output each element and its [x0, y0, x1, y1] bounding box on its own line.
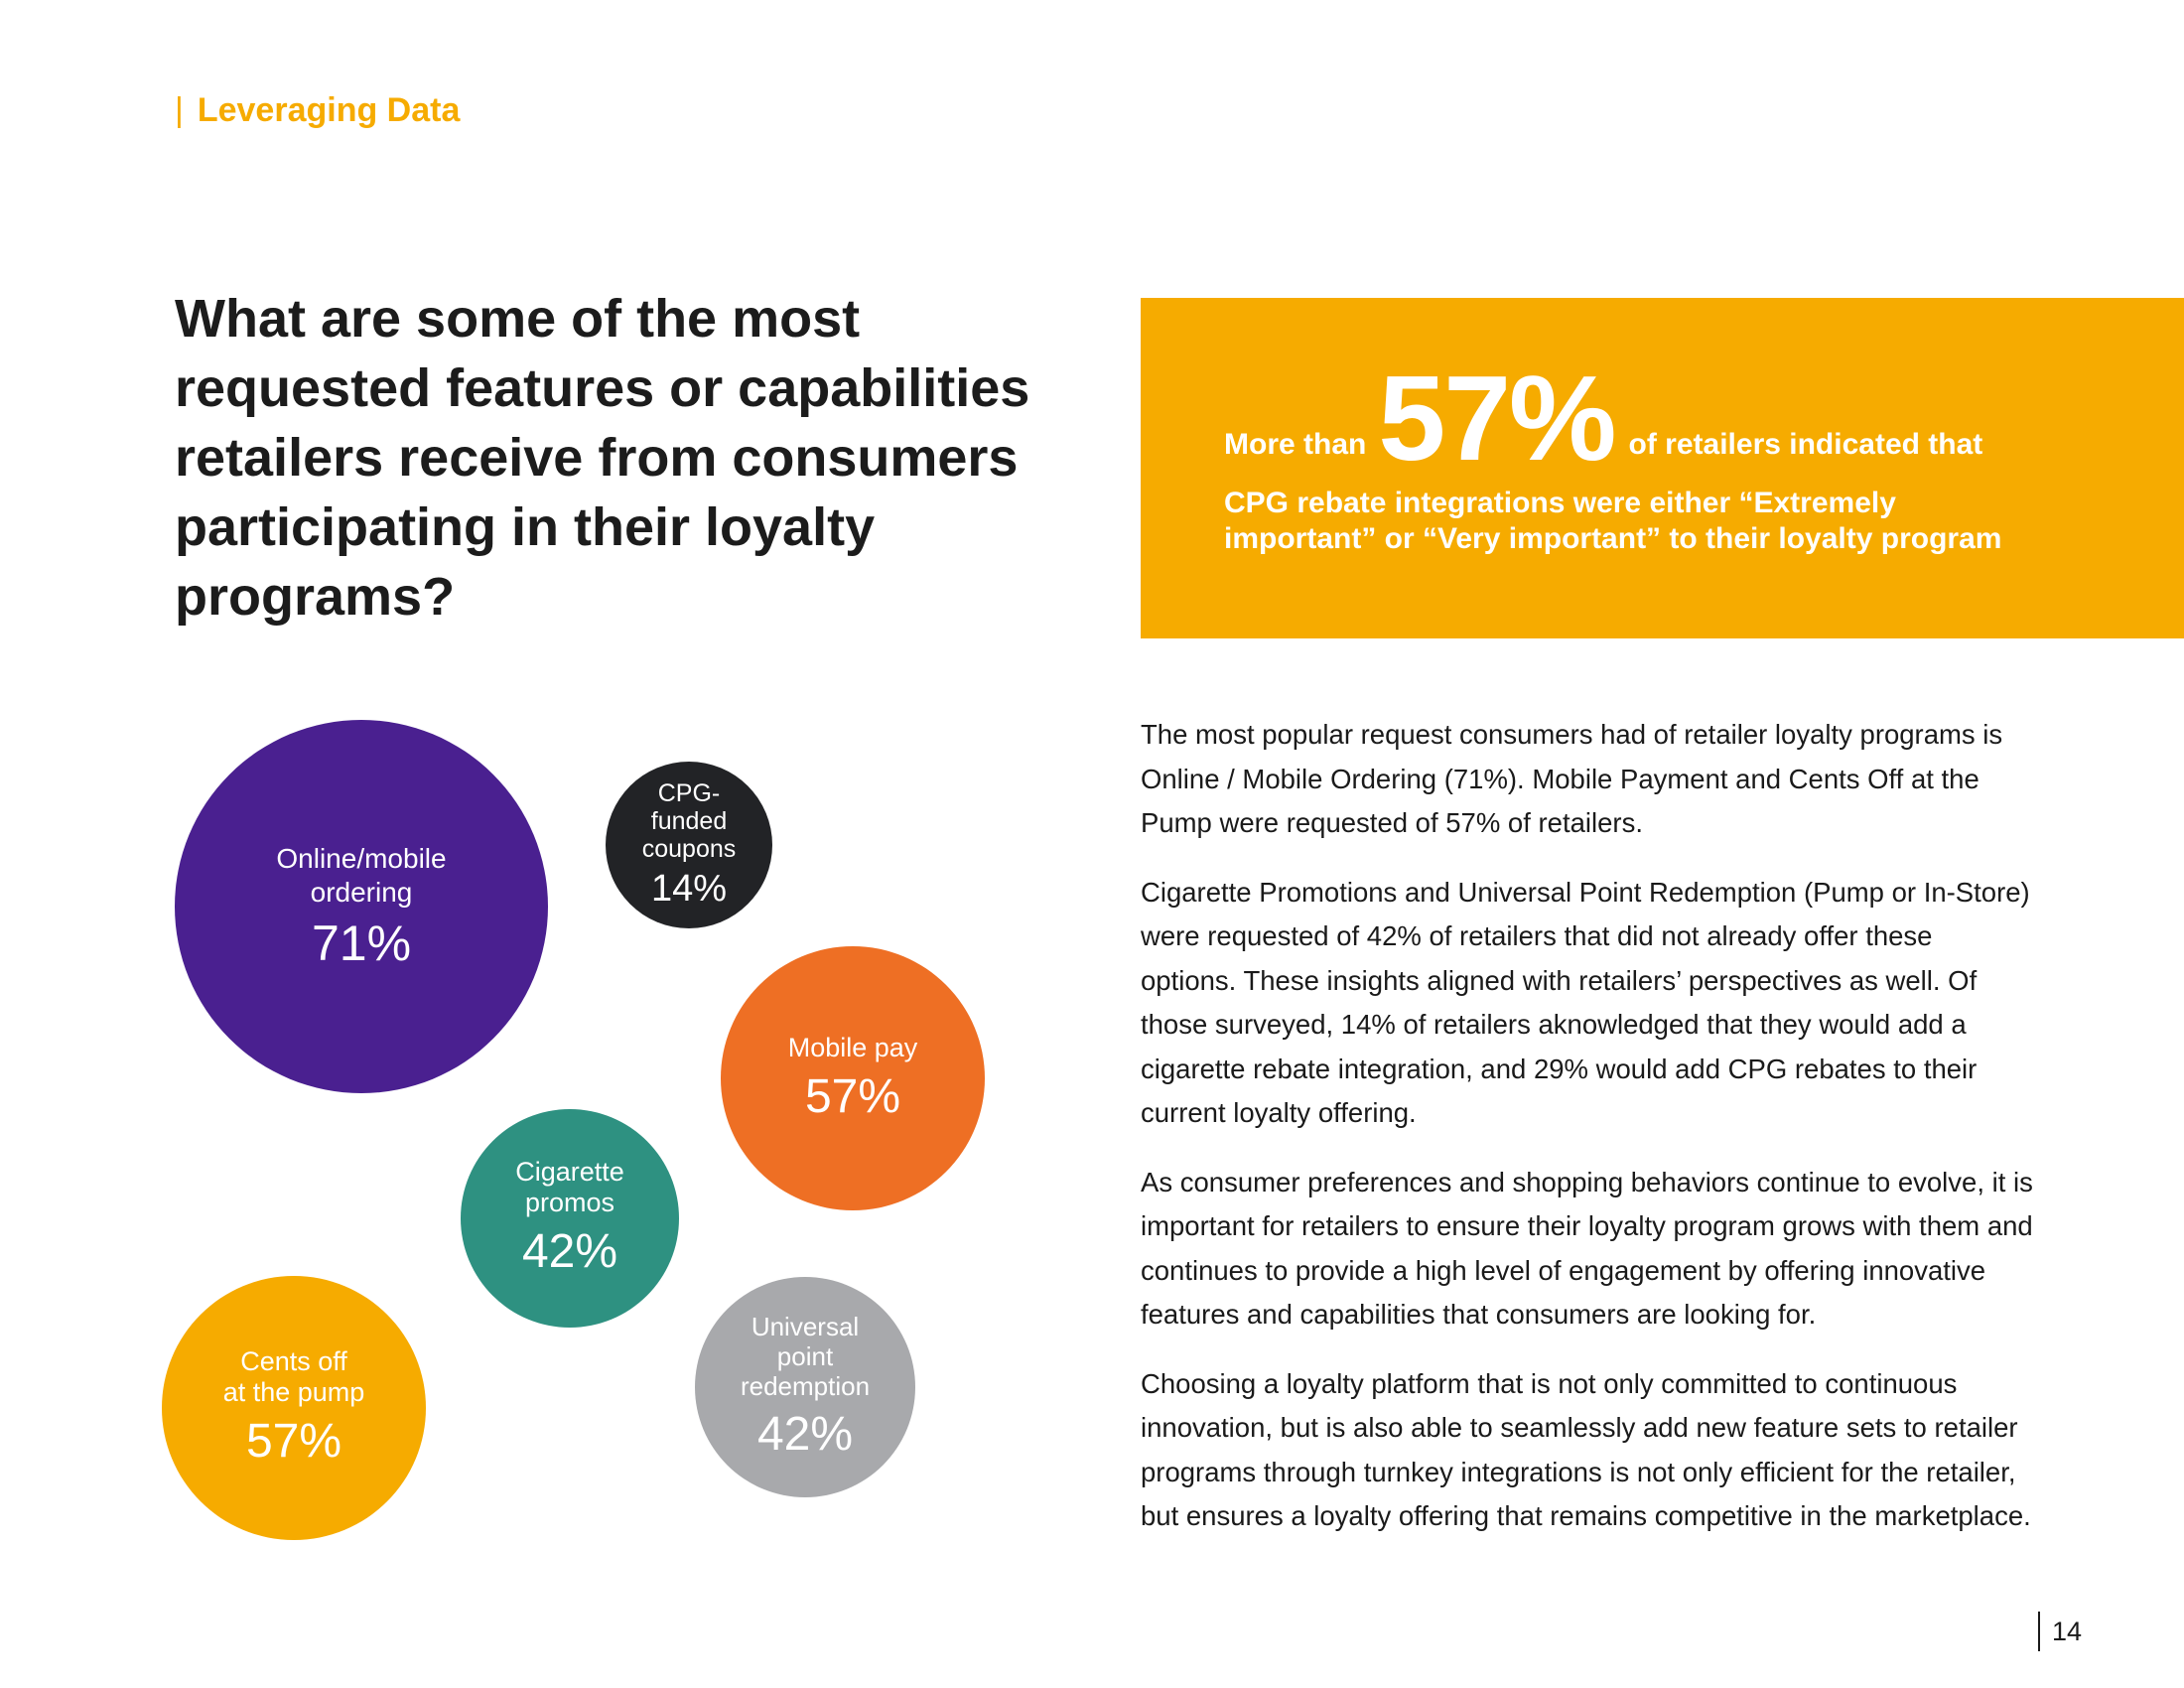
- callout-line-2: CPG rebate integrations were either “Ext…: [1224, 487, 1896, 519]
- callout-line-1: More than57% of retailers indicated that: [1224, 357, 1982, 479]
- section-title: Leveraging Data: [197, 91, 461, 129]
- callout-stat: 57%: [1378, 351, 1616, 486]
- bubble-label: Online/mobile: [276, 843, 447, 874]
- bubble-label: at the pump: [222, 1377, 365, 1407]
- stat-callout: More than57% of retailers indicated that …: [1141, 298, 2184, 638]
- section-header: | Leveraging Data: [175, 91, 460, 130]
- bubble-universal-point-redemption: Universal point redemption 42%: [695, 1277, 915, 1497]
- bubble-cigarette-promos: Cigarette promos 42%: [461, 1109, 679, 1328]
- bubble-label: Mobile pay: [787, 1032, 918, 1062]
- page-number: 14: [2038, 1612, 2082, 1651]
- bubble-value: 71%: [311, 915, 412, 971]
- bubble-label: Cents off: [240, 1346, 347, 1376]
- bubble-value: 57%: [804, 1069, 901, 1123]
- bubble-value: 57%: [245, 1415, 342, 1468]
- body-copy: The most popular request consumers had o…: [1141, 713, 2034, 1564]
- callout-prefix: More than: [1224, 428, 1367, 461]
- bubble-label: coupons: [641, 835, 737, 863]
- callout-suffix: of retailers indicated that: [1628, 428, 1983, 461]
- bubble-value: 14%: [650, 868, 728, 910]
- bubble-online-mobile-ordering: Online/mobile ordering 71%: [175, 720, 548, 1093]
- bubble-label: promos: [524, 1188, 615, 1217]
- bubble-cents-off-at-the-pump: Cents off at the pump 57%: [162, 1276, 426, 1540]
- bubble-label: point: [776, 1341, 834, 1371]
- body-paragraph-3: As consumer preferences and shopping beh…: [1141, 1166, 2033, 1331]
- bubble-label: Universal: [751, 1312, 860, 1341]
- bubble-label: ordering: [310, 877, 413, 908]
- bubble-label: CPG-: [657, 779, 721, 807]
- bubble-label: redemption: [740, 1371, 871, 1401]
- bubble-mobile-pay: Mobile pay 57%: [721, 946, 985, 1210]
- bubble-label: funded: [650, 807, 728, 835]
- body-paragraph-2: Cigarette Promotions and Universal Point…: [1141, 876, 2030, 1129]
- bubble-label: Cigarette: [515, 1157, 624, 1187]
- bubble-cpg-funded-coupons: CPG- funded coupons 14%: [606, 762, 772, 928]
- bubble-value: 42%: [521, 1225, 618, 1278]
- body-paragraph-1: The most popular request consumers had o…: [1141, 719, 2003, 838]
- section-divider: |: [175, 91, 184, 129]
- bubble-value: 42%: [756, 1408, 854, 1461]
- page-question: What are some of the most requested feat…: [175, 289, 1030, 627]
- body-paragraph-4: Choosing a loyalty platform that is not …: [1141, 1367, 2031, 1532]
- callout-line-3: important” or “Very important” to their …: [1224, 522, 2002, 555]
